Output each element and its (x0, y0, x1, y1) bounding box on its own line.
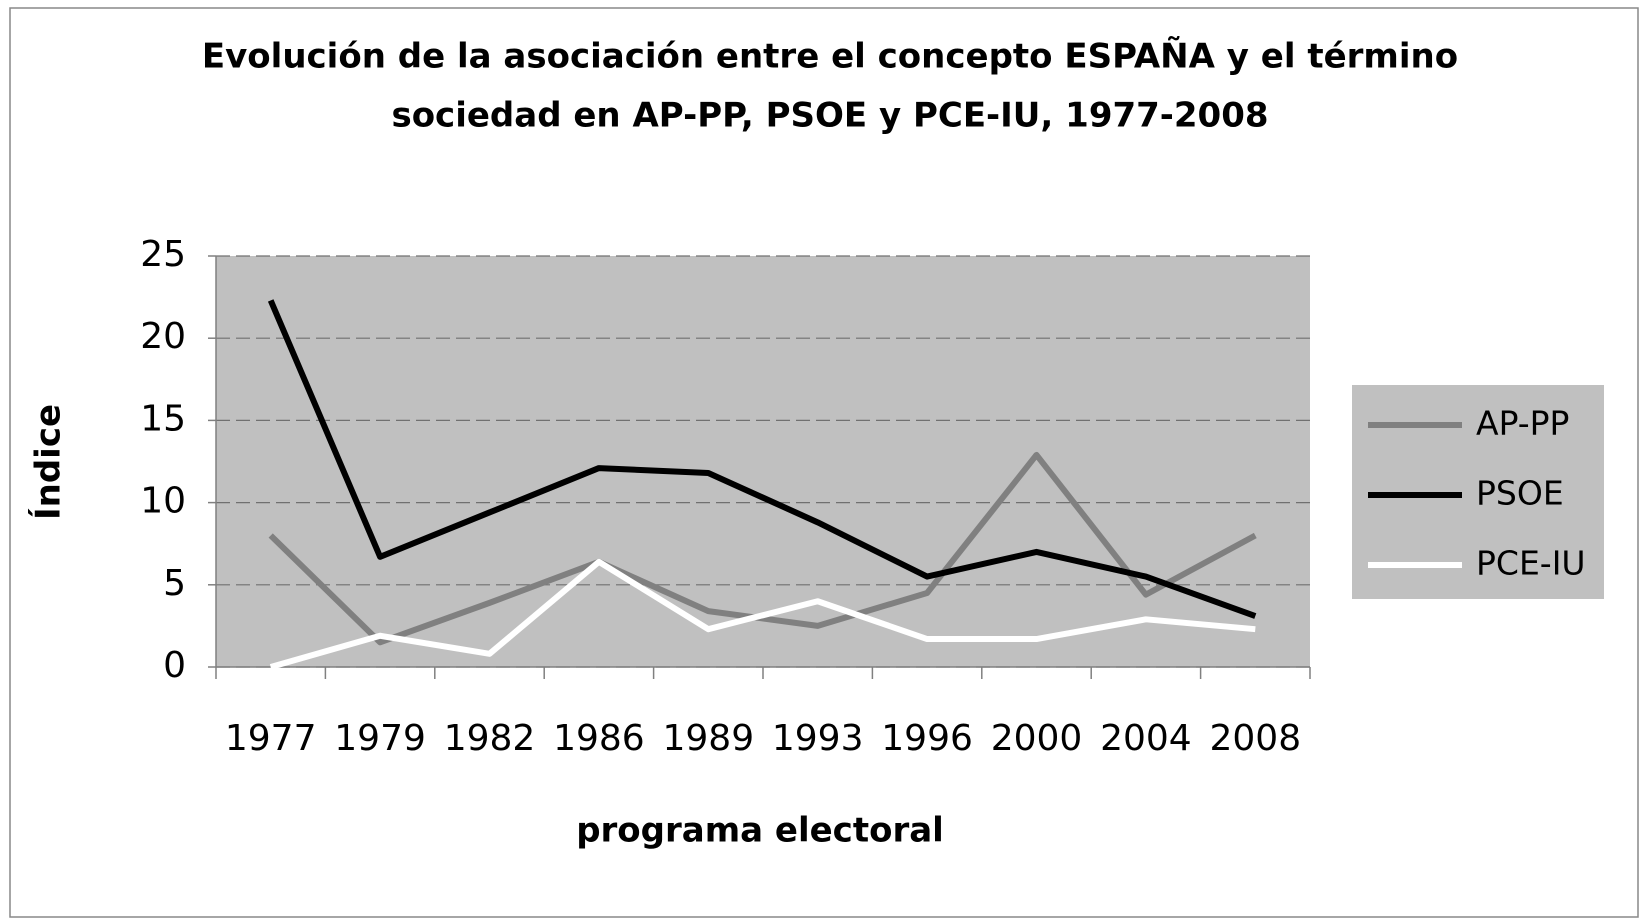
y-tick-label: 20 (140, 316, 186, 357)
y-tick-label: 15 (140, 398, 186, 439)
x-tick-label: 1989 (662, 718, 754, 759)
x-tick-label: 1977 (225, 718, 317, 759)
plot-area (216, 256, 1310, 667)
x-tick-label: 1979 (334, 718, 426, 759)
x-tick-label: 2004 (1100, 718, 1192, 759)
y-tick-label: 10 (140, 481, 186, 522)
x-axis-label: programa electoral (576, 811, 944, 851)
legend-label: PCE-IU (1476, 544, 1586, 583)
line-series (269, 558, 1256, 670)
legend-label: PSOE (1476, 474, 1564, 513)
x-tick-label: 1996 (881, 718, 973, 759)
line-series (267, 299, 1257, 619)
y-axis-label: Índice (28, 404, 69, 520)
line-series (268, 451, 1257, 646)
chart-title: Evolución de la asociación entre el conc… (202, 36, 1458, 77)
x-tick-label: 1993 (772, 718, 864, 759)
y-tick-label: 0 (163, 645, 186, 686)
chart-title: sociedad en AP-PP, PSOE y PCE-IU, 1977-2… (391, 96, 1268, 136)
x-tick-label: 2000 (991, 718, 1083, 759)
x-tick-label: 2008 (1209, 718, 1301, 759)
legend-label: AP-PP (1476, 404, 1569, 443)
y-tick-label: 25 (140, 234, 186, 275)
x-tick-label: 1986 (553, 718, 645, 759)
y-tick-label: 5 (163, 563, 186, 604)
x-tick-label: 1982 (444, 718, 536, 759)
